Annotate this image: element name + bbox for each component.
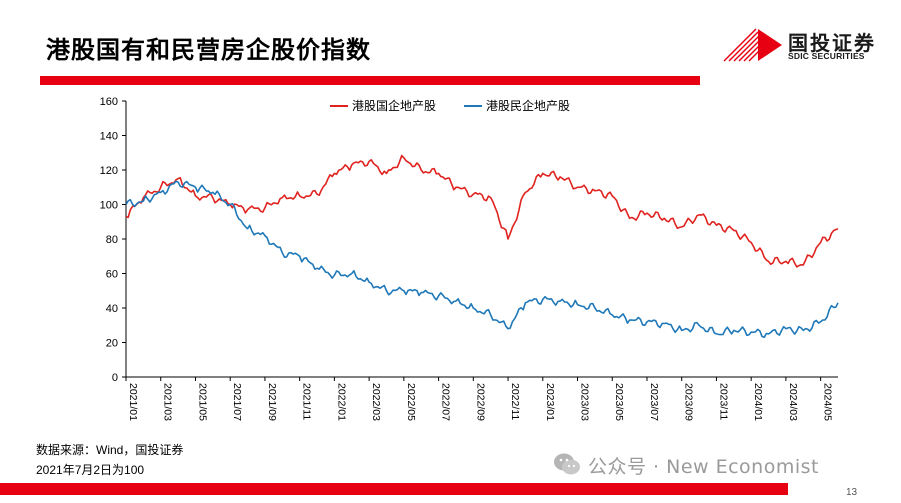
logo-text-en: SDIC SECURITIES — [788, 51, 865, 61]
series-line-state-owned — [125, 154, 839, 268]
line-chart: 0 20 40 60 80 100 120 140 160 2021/01 2021/03 2021/… — [100, 96, 839, 421]
x-tick-label: 2021/03 — [162, 383, 174, 421]
legend-label: 港股民企地产股 — [486, 98, 570, 113]
slide-title: 港股国有和民营房企股价指数 — [46, 36, 371, 64]
x-tick-label: 2024/01 — [752, 383, 764, 421]
y-tick-label: 100 — [100, 200, 118, 212]
x-tick-label: 2023/05 — [613, 383, 625, 421]
x-tick-label: 2021/11 — [301, 383, 313, 420]
y-tick-label: 0 — [112, 372, 118, 384]
y-tick-label: 20 — [106, 338, 118, 350]
source-note: 数据来源：Wind，国投证券 — [36, 443, 184, 457]
y-tick-label: 120 — [100, 165, 118, 177]
title-underline-bar — [40, 76, 700, 85]
series-line-private — [125, 180, 839, 339]
x-tick-label: 2022/05 — [405, 383, 417, 421]
x-tick-label: 2021/01 — [127, 383, 139, 421]
x-tick-label: 2022/01 — [335, 383, 347, 421]
base-date-note: 2021年7月2日为100 — [36, 463, 145, 477]
x-tick-label: 2021/05 — [196, 383, 208, 421]
y-tick-label: 160 — [100, 96, 118, 108]
y-tick-label: 140 — [100, 131, 118, 143]
company-logo: 国投证券 SDIC SECURITIES — [722, 27, 890, 63]
x-tick-label: 2024/03 — [787, 383, 799, 421]
x-tick-label: 2022/07 — [440, 383, 452, 421]
x-tick-label: 2022/11 — [509, 383, 521, 420]
y-tick-label: 60 — [106, 269, 118, 281]
x-tick-label: 2023/11 — [717, 383, 729, 420]
x-tick-label: 2022/03 — [370, 383, 382, 421]
footer-bar — [0, 483, 788, 495]
x-tick-label: 2023/03 — [579, 383, 591, 421]
x-tick-label: 2023/07 — [648, 383, 660, 421]
legend-label: 港股国企地产股 — [352, 98, 436, 113]
wechat-icon — [554, 453, 580, 475]
x-tick-label: 2023/09 — [683, 383, 695, 421]
page-number: 13 — [846, 487, 858, 498]
x-tick-label: 2022/09 — [474, 383, 486, 421]
x-tick-label: 2021/07 — [231, 383, 243, 421]
x-tick-label: 2024/05 — [822, 383, 834, 421]
y-tick-label: 80 — [106, 234, 118, 246]
x-tick-label: 2023/01 — [544, 383, 556, 421]
logo-mark-icon — [723, 28, 782, 62]
y-tick-label: 40 — [106, 303, 118, 315]
x-tick-label: 2021/09 — [266, 383, 278, 421]
logo-text-cn: 国投证券 — [788, 31, 876, 55]
watermark-text: 公众号 · New Economist — [588, 456, 819, 478]
